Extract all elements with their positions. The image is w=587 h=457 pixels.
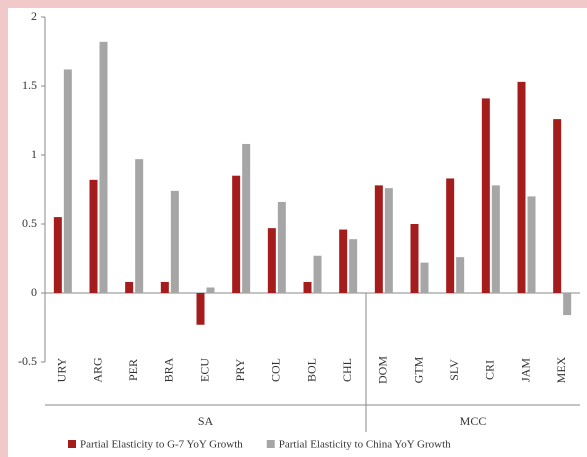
x-tick-label: ECU [197,358,211,382]
bar [53,217,62,293]
bar [232,175,241,293]
bar [517,81,526,293]
x-tick-label: SLV [447,359,461,381]
x-tick-label: JAM [518,358,532,382]
x-tick-label: COL [269,358,283,382]
bar [242,143,251,293]
bar [206,287,215,293]
x-tick-label: MEX [554,356,568,383]
y-tick-label: -0.5 [18,354,37,368]
group-label: SA [198,414,214,428]
y-tick-label: 0.5 [22,216,37,230]
bar [420,262,429,293]
bar [125,281,134,293]
bar [303,281,312,293]
legend-label: Partial Elasticity to G-7 YoY Growth [80,439,243,451]
bar [384,188,393,293]
legend-swatch [68,440,76,448]
legend-label: Partial Elasticity to China YoY Growth [279,439,451,451]
bar [170,190,179,293]
x-tick-label: DOM [376,356,390,384]
y-tick-label: 0 [31,285,37,299]
bar [446,178,455,293]
y-tick-label: 2 [31,9,37,23]
x-tick-label: PRY [233,358,247,381]
bar [527,196,536,293]
bar [99,41,108,294]
x-tick-label: PER [126,359,140,381]
bar [267,228,276,293]
bar [491,185,500,293]
y-tick-label: 1 [31,147,37,161]
y-tick-label: 1.5 [22,78,37,92]
bar [481,98,490,293]
bar [339,229,348,293]
bar [277,201,286,293]
x-tick-label: BRA [162,357,176,382]
bar [89,179,98,293]
bar [135,159,144,293]
legend-swatch [266,440,275,448]
group-label: MCC [460,414,487,428]
bar [563,293,572,316]
bar [196,293,205,325]
x-tick-label: CHL [340,358,354,382]
bar [374,185,383,293]
bar [160,281,169,293]
bar [349,239,358,293]
x-tick-label: BOL [304,358,318,382]
x-tick-label: GTM [411,356,425,383]
bar [410,224,419,293]
x-tick-label: CRI [483,360,497,380]
x-tick-label: URY [55,357,69,382]
bar [63,69,72,293]
bar [456,257,465,293]
bar [553,119,562,294]
x-tick-label: ARG [90,357,104,383]
bar [313,255,322,293]
